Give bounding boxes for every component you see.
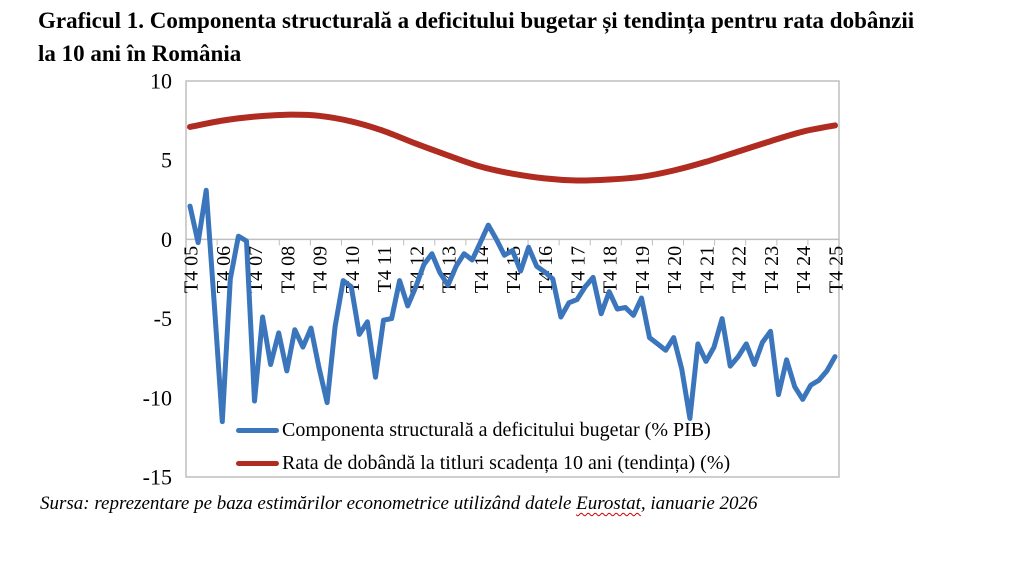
x-axis-label: T4 24 (793, 246, 815, 293)
x-axis-label: T4 09 (310, 246, 332, 293)
source-eurostat-word: Eurostat (576, 493, 641, 514)
x-axis-ticks (185, 239, 840, 246)
y-axis-tick-label: 0 (161, 227, 172, 252)
y-axis-tick-label: -10 (143, 385, 172, 410)
interest-rate-line-swatch (236, 460, 279, 467)
x-axis-label: T4 18 (600, 246, 622, 293)
legend-label-interest-rate: Rata de dobândă la titluri scadența 10 a… (282, 452, 731, 474)
x-axis-label: T4 23 (761, 246, 783, 293)
chart-title-line1: Graficul 1. Componenta structurală a def… (38, 8, 915, 33)
x-axis-label: T4 12 (406, 246, 428, 293)
x-axis-label: T4 25 (825, 246, 847, 293)
chart-title: Graficul 1. Componenta structurală a def… (38, 4, 998, 70)
x-axis-label: T4 21 (696, 246, 718, 293)
legend-item-deficit: Componenta structurală a deficitului bug… (236, 419, 730, 442)
source-note: Sursa: reprezentare pe baza estimărilor … (40, 493, 758, 515)
interest-rate-trend-line (187, 111, 838, 184)
chart-title-line2: la 10 ani în România (38, 41, 242, 66)
x-axis-label: T4 19 (632, 246, 654, 293)
y-axis-tick-label: 10 (150, 69, 172, 94)
x-axis-label: T4 22 (729, 246, 751, 293)
y-axis-labels: 10 5 0 -5 -10 -15 (143, 69, 172, 490)
x-axis-label: T4 20 (664, 246, 686, 293)
x-axis-label: T4 08 (277, 246, 299, 293)
plot-area-border (185, 80, 840, 478)
y-axis-tick-label: -15 (143, 465, 172, 490)
x-axis-label: T4 17 (567, 246, 589, 293)
y-axis-tick-label: -5 (154, 306, 172, 331)
x-axis-label: T4 11 (374, 246, 396, 292)
source-text-suffix: , ianuarie 2026 (640, 493, 758, 514)
x-axis-label: T4 14 (471, 246, 493, 293)
x-axis-label: T4 05 (181, 246, 203, 293)
source-text-prefix: Sursa: reprezentare pe baza estimărilor … (40, 493, 577, 514)
legend-item-interest-rate: Rata de dobândă la titluri scadența 10 a… (236, 452, 730, 475)
legend: Componenta structurală a deficitului bug… (236, 419, 730, 485)
deficit-line (187, 187, 838, 425)
legend-label-deficit: Componenta structurală a deficitului bug… (282, 419, 711, 441)
deficit-line-swatch (236, 427, 279, 434)
x-axis-label: T4 15 (503, 246, 525, 293)
y-axis-tick-label: 5 (161, 148, 172, 173)
